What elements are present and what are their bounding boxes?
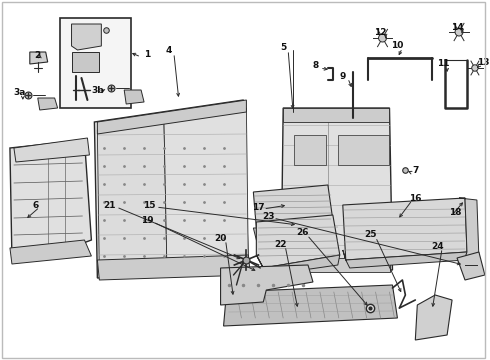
Polygon shape (30, 52, 48, 64)
Text: 3a: 3a (14, 87, 26, 96)
Text: 7: 7 (412, 166, 418, 175)
Polygon shape (283, 108, 390, 122)
Polygon shape (253, 185, 333, 228)
Text: 20: 20 (215, 234, 227, 243)
Text: 21: 21 (103, 201, 116, 210)
Text: 11: 11 (437, 59, 449, 68)
Text: 12: 12 (374, 27, 387, 36)
Polygon shape (95, 100, 248, 278)
Polygon shape (338, 135, 390, 165)
Polygon shape (38, 98, 58, 110)
Text: 9: 9 (340, 72, 346, 81)
Text: 14: 14 (451, 23, 464, 32)
Text: 18: 18 (449, 207, 461, 216)
Text: 5: 5 (280, 42, 286, 51)
Polygon shape (343, 198, 467, 260)
Polygon shape (10, 140, 92, 258)
Polygon shape (256, 255, 340, 275)
Text: 4: 4 (166, 45, 172, 54)
Text: 25: 25 (365, 230, 377, 239)
Polygon shape (72, 52, 99, 72)
Polygon shape (98, 120, 167, 275)
Text: 15: 15 (143, 201, 155, 210)
Polygon shape (282, 258, 391, 272)
Circle shape (455, 28, 463, 36)
Text: 6: 6 (33, 201, 39, 210)
Text: 2: 2 (35, 50, 41, 59)
Polygon shape (256, 215, 340, 268)
Polygon shape (459, 198, 479, 258)
Text: 26: 26 (296, 228, 308, 237)
Polygon shape (98, 255, 250, 280)
Polygon shape (220, 265, 313, 305)
Polygon shape (164, 108, 248, 270)
Text: 17: 17 (252, 202, 265, 212)
Text: 16: 16 (409, 194, 421, 202)
Text: 19: 19 (141, 216, 153, 225)
Polygon shape (10, 240, 92, 264)
Polygon shape (416, 295, 452, 340)
Text: 22: 22 (274, 239, 287, 248)
Text: 8: 8 (313, 60, 319, 69)
Polygon shape (223, 285, 397, 326)
Polygon shape (457, 252, 485, 280)
Polygon shape (14, 138, 89, 162)
Circle shape (379, 34, 387, 42)
Text: 24: 24 (431, 242, 443, 251)
Polygon shape (281, 108, 392, 270)
Text: 1: 1 (144, 50, 150, 59)
Text: 13: 13 (477, 58, 489, 67)
Polygon shape (294, 135, 326, 165)
Circle shape (472, 65, 478, 71)
Text: 3b: 3b (91, 86, 104, 95)
Text: 23: 23 (262, 212, 274, 220)
Polygon shape (253, 220, 333, 245)
Polygon shape (343, 250, 467, 268)
Polygon shape (72, 24, 101, 50)
Polygon shape (124, 90, 144, 104)
Bar (60, 18, 131, 108)
Polygon shape (98, 100, 246, 134)
Text: 10: 10 (391, 41, 404, 50)
